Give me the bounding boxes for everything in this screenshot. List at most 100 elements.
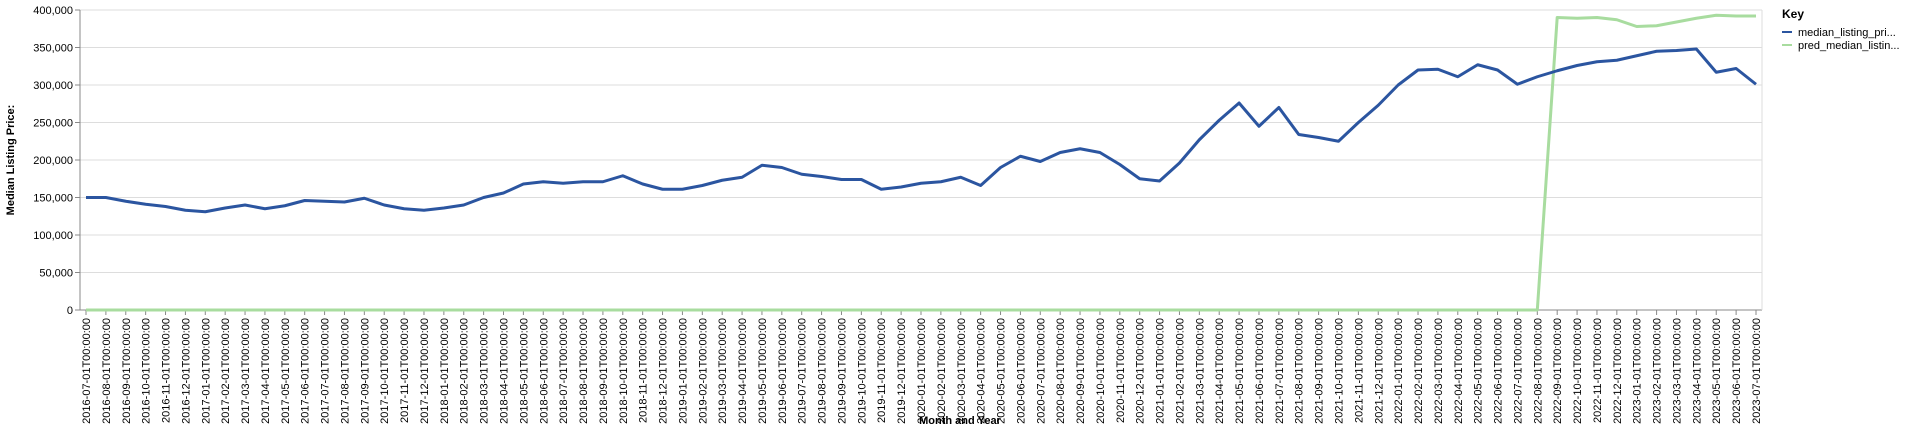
x-tick-label: 2021-04-01T00:00:00 [1214, 318, 1226, 424]
x-tick-label: 2017-02-01T00:00:00 [220, 318, 232, 424]
x-tick-label: 2021-03-01T00:00:00 [1194, 318, 1206, 424]
y-tick-label: 100,000 [33, 230, 73, 242]
x-tick-label: 2016-08-01T00:00:00 [101, 318, 113, 424]
x-tick-label: 2020-09-01T00:00:00 [1075, 318, 1087, 424]
x-tick-label: 2020-11-01T00:00:00 [1115, 318, 1127, 423]
y-tick-label: 0 [67, 305, 73, 317]
x-tick-label: 2020-07-01T00:00:00 [1035, 318, 1047, 424]
x-tick-label: 2018-05-01T00:00:00 [518, 318, 530, 424]
x-tick-label: 2018-03-01T00:00:00 [479, 318, 491, 424]
x-tick-label: 2019-10-01T00:00:00 [856, 318, 868, 424]
y-tick-label: 50,000 [39, 268, 73, 280]
y-tick-label: 400,000 [33, 5, 73, 17]
x-tick-label: 2019-03-01T00:00:00 [717, 318, 729, 424]
x-tick-label: 2018-10-01T00:00:00 [618, 318, 630, 424]
x-tick-label: 2017-10-01T00:00:00 [379, 318, 391, 424]
x-tick-label: 2017-06-01T00:00:00 [300, 318, 312, 424]
x-tick-label: 2022-09-01T00:00:00 [1552, 318, 1564, 424]
x-tick-label: 2017-07-01T00:00:00 [320, 318, 332, 424]
x-tick-label: 2016-12-01T00:00:00 [180, 318, 192, 424]
x-axis-title: Month and Year [919, 415, 1001, 427]
x-tick-label: 2019-11-01T00:00:00 [876, 318, 888, 423]
x-tick-label: 2020-12-01T00:00:00 [1135, 318, 1147, 424]
y-tick-label: 300,000 [33, 80, 73, 92]
x-tick-label: 2017-03-01T00:00:00 [240, 318, 252, 424]
x-tick-label: 2021-07-01T00:00:00 [1274, 318, 1286, 424]
x-tick-label: 2019-06-01T00:00:00 [777, 318, 789, 424]
x-tick-label: 2018-04-01T00:00:00 [499, 318, 511, 424]
x-tick-label: 2020-01-01T00:00:00 [916, 318, 928, 424]
x-tick-label: 2023-06-01T00:00:00 [1731, 318, 1743, 424]
x-tick-label: 2019-07-01T00:00:00 [797, 318, 809, 424]
x-tick-label: 2017-08-01T00:00:00 [339, 318, 351, 424]
x-tick-label: 2019-12-01T00:00:00 [896, 318, 908, 424]
x-tick-label: 2016-11-01T00:00:00 [161, 318, 173, 423]
y-axis-title: Median Listing Price: [5, 105, 17, 216]
x-tick-label: 2023-05-01T00:00:00 [1711, 318, 1723, 424]
y-tick-label: 350,000 [33, 43, 73, 55]
x-tick-label: 2018-07-01T00:00:00 [558, 318, 570, 424]
x-tick-label: 2021-02-01T00:00:00 [1174, 318, 1186, 424]
x-tick-label: 2018-02-01T00:00:00 [459, 318, 471, 424]
x-tick-label: 2019-09-01T00:00:00 [836, 318, 848, 424]
x-tick-label: 2023-03-01T00:00:00 [1671, 318, 1683, 424]
x-tick-label: 2017-09-01T00:00:00 [359, 318, 371, 424]
x-tick-label: 2021-01-01T00:00:00 [1155, 318, 1167, 424]
x-tick-label: 2016-10-01T00:00:00 [141, 318, 153, 424]
x-tick-label: 2020-06-01T00:00:00 [1015, 318, 1027, 424]
x-tick-label: 2022-11-01T00:00:00 [1592, 318, 1604, 423]
x-tick-label: 2017-05-01T00:00:00 [280, 318, 292, 424]
y-tick-label: 250,000 [33, 118, 73, 130]
x-tick-label: 2020-02-01T00:00:00 [936, 318, 948, 424]
x-tick-label: 2022-12-01T00:00:00 [1612, 318, 1624, 424]
x-tick-label: 2018-06-01T00:00:00 [538, 318, 550, 424]
line [86, 13, 1756, 312]
x-tick-label: 2021-05-01T00:00:00 [1234, 318, 1246, 424]
x-tick-label: 2018-08-01T00:00:00 [578, 318, 590, 424]
x-tick-label: 2020-05-01T00:00:00 [996, 318, 1008, 424]
x-tick-label: 2022-02-01T00:00:00 [1413, 318, 1425, 424]
x-tick-label: 2022-07-01T00:00:00 [1512, 318, 1524, 424]
x-tick-label: 2020-03-01T00:00:00 [956, 318, 968, 424]
x-tick-label: 2021-11-01T00:00:00 [1353, 318, 1365, 423]
x-tick-label: 2022-10-01T00:00:00 [1572, 318, 1584, 424]
x-tick-label: 2022-05-01T00:00:00 [1473, 318, 1485, 424]
x-tick-label: 2022-04-01T00:00:00 [1453, 318, 1465, 424]
x-tick-label: 2022-06-01T00:00:00 [1493, 318, 1505, 424]
x-tick-label: 2019-08-01T00:00:00 [817, 318, 829, 424]
legend-title: Key [1782, 7, 1804, 21]
x-tick-label: 2017-12-01T00:00:00 [419, 318, 431, 424]
x-tick-label: 2020-04-01T00:00:00 [976, 318, 988, 424]
x-tick-label: 2023-02-01T00:00:00 [1652, 318, 1664, 424]
x-tick-label: 2021-06-01T00:00:00 [1254, 318, 1266, 424]
x-tick-label: 2017-04-01T00:00:00 [260, 318, 272, 424]
legend-label: pred_median_listin... [1798, 40, 1900, 52]
x-tick-label: 2023-07-01T00:00:00 [1751, 318, 1763, 424]
x-tick-label: 2021-10-01T00:00:00 [1334, 318, 1346, 424]
x-tick-label: 2021-09-01T00:00:00 [1314, 318, 1326, 424]
x-tick-label: 2018-12-01T00:00:00 [658, 318, 670, 424]
x-tick-label: 2019-05-01T00:00:00 [757, 318, 769, 424]
y-tick-label: 150,000 [33, 193, 73, 205]
x-tick-label: 2022-08-01T00:00:00 [1532, 318, 1544, 424]
line [86, 47, 1757, 214]
x-tick-label: 2016-09-01T00:00:00 [121, 318, 133, 424]
x-tick-label: 2017-01-01T00:00:00 [200, 318, 212, 424]
x-tick-label: 2019-01-01T00:00:00 [677, 318, 689, 424]
x-tick-label: 2019-04-01T00:00:00 [737, 318, 749, 424]
x-tick-label: 2018-09-01T00:00:00 [598, 318, 610, 424]
x-tick-label: 2018-01-01T00:00:00 [439, 318, 451, 424]
x-tick-label: 2021-08-01T00:00:00 [1294, 318, 1306, 424]
y-tick-label: 200,000 [33, 155, 73, 167]
x-tick-label: 2022-03-01T00:00:00 [1433, 318, 1445, 424]
x-tick-label: 2016-07-01T00:00:00 [81, 318, 93, 424]
legend-label: median_listing_pri... [1798, 27, 1896, 39]
x-tick-label: 2017-11-01T00:00:00 [399, 318, 411, 423]
x-tick-label: 2020-08-01T00:00:00 [1055, 318, 1067, 424]
x-tick-label: 2018-11-01T00:00:00 [638, 318, 650, 423]
x-tick-label: 2023-01-01T00:00:00 [1632, 318, 1644, 424]
x-tick-label: 2022-01-01T00:00:00 [1393, 318, 1405, 424]
x-tick-label: 2020-10-01T00:00:00 [1095, 318, 1107, 424]
x-tick-label: 2023-04-01T00:00:00 [1691, 318, 1703, 424]
